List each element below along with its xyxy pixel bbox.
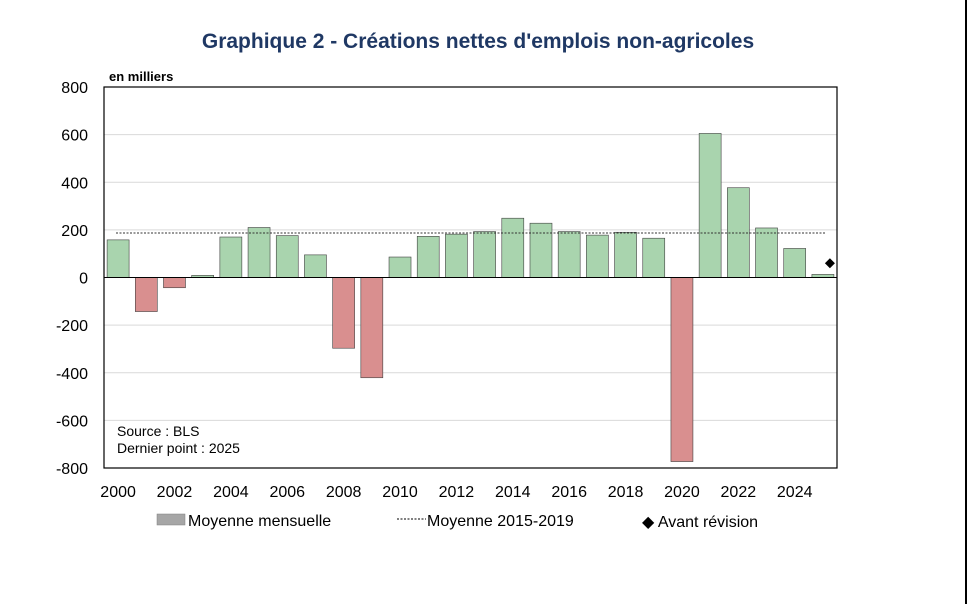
x-tick-label: 2016 [551,484,587,501]
x-tick-label: 2004 [213,484,249,501]
legend-swatch-moyenne-mensuelle [156,513,186,526]
bar-2013 [473,231,496,278]
legend-moyenne-2015-2019: Moyenne 2015-2019 [427,513,574,530]
marker-avant-revision [824,258,835,269]
x-tick-label: 2010 [382,484,418,501]
x-tick-label: 2000 [100,484,136,501]
x-tick-label: 2008 [326,484,362,501]
bar-2023 [755,227,778,278]
chart-title: Graphique 2 - Créations nettes d'emplois… [202,30,754,53]
y-tick-label: 800 [61,80,88,97]
y-tick-label: -400 [56,366,88,383]
x-tick-label: 2014 [495,484,531,501]
bar-2015 [529,222,553,278]
x-tick-label: 2006 [269,484,305,501]
bar-2005 [247,227,271,278]
y-tick-label: -200 [56,318,88,335]
x-tick-label: 2024 [777,484,813,501]
y-tick-label: -800 [56,461,88,478]
x-tick-label: 2018 [608,484,644,501]
bar-2012 [445,233,468,278]
bar-2004 [219,236,243,278]
bar-2021 [698,133,722,278]
legend-moyenne-mensuelle: Moyenne mensuelle [188,513,331,530]
annotation-source: Source : BLS [117,423,200,439]
bar-2014 [501,217,525,278]
y-axis-ticks: 800 600 400 200 0 -200 -400 -600 -800 [56,80,88,478]
y-tick-label: 600 [61,128,88,145]
bar-2017 [586,234,609,278]
x-tick-label: 2020 [664,484,700,501]
bar-2000 [106,239,130,278]
y-tick-label: 0 [79,271,88,288]
y-tick-label: 200 [61,223,88,240]
annotation-last-point: Dernier point : 2025 [117,440,240,456]
bar-2009 [360,277,384,379]
bar-2020 [670,277,694,462]
unit-label: en milliers [109,69,173,84]
right-border [965,0,967,604]
bar-2019 [642,237,666,278]
bar-2006 [275,235,299,278]
bar-2010 [388,256,412,278]
y-tick-label: 400 [61,175,88,192]
x-tick-label: 2002 [157,484,193,501]
bars [104,133,837,462]
bar-2001 [134,277,158,312]
bar-2007 [304,254,327,278]
plot-frame [103,86,838,469]
bar-2008 [332,277,355,349]
bar-2011 [416,236,440,278]
y-tick-label: -600 [56,413,88,430]
legend-avant-revision: ◆ Avant révision [642,514,758,531]
bar-2002 [163,277,186,289]
x-axis-ticks: 2000 2002 2004 2006 2008 2010 2012 2014 2016 2018… [100,484,812,501]
x-tick-label: 2012 [439,484,475,501]
marker-group [824,258,835,269]
bar-2024 [783,248,807,278]
x-tick-label: 2022 [721,484,757,501]
bar-2018 [614,231,637,278]
bar-2016 [557,231,581,278]
